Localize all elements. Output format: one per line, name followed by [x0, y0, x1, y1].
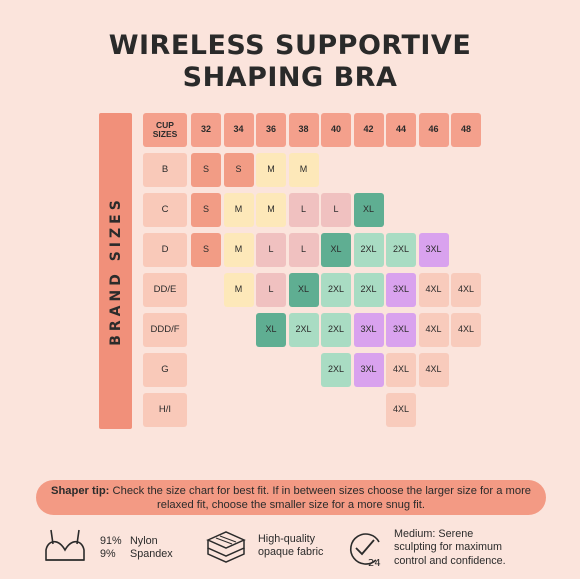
- size-cell: XL: [288, 273, 319, 307]
- feature-support: 24 Medium: Serene sculpting for maximum …: [346, 528, 506, 568]
- shaper-tip-label: Shaper tip:: [50, 484, 110, 497]
- size-cell: 2XL: [353, 273, 384, 307]
- band-size-header: 32: [191, 113, 221, 147]
- fabric-pct-2: 9%: [100, 548, 116, 560]
- cup-size-label: D: [143, 233, 187, 267]
- size-cell: 4XL: [386, 393, 416, 427]
- size-cell: 2XL: [321, 353, 351, 387]
- size-cell: 3XL: [353, 313, 384, 347]
- fabric-pct-1: 91%: [100, 534, 122, 547]
- size-cell: M: [256, 193, 286, 227]
- brand-sizes-bar: BRAND SIZES: [99, 113, 132, 429]
- size-cell: 2XL: [321, 313, 351, 347]
- band-size-header: 44: [386, 113, 416, 147]
- support-line-2: sculpting for maximum: [394, 541, 503, 554]
- page-title-line2: SHAPING BRA: [182, 62, 398, 93]
- support-line-3: control and confidence.: [394, 554, 506, 567]
- size-cell: 4XL: [451, 273, 481, 307]
- size-cell: 4XL: [451, 313, 481, 347]
- size-cell: 2XL: [353, 233, 384, 267]
- size-cell: 3XL: [353, 353, 384, 387]
- quality-line-2: opaque fabric: [258, 546, 324, 558]
- size-cell: L: [256, 233, 286, 267]
- size-cell: XL: [321, 233, 351, 267]
- size-cell: M: [223, 273, 254, 307]
- size-cell: 2XL: [288, 313, 319, 347]
- size-cell: 3XL: [386, 273, 416, 307]
- size-cell: M: [223, 193, 254, 227]
- cup-size-label: B: [143, 153, 187, 187]
- size-cell: S: [191, 233, 221, 267]
- band-size-header: 34: [223, 113, 254, 147]
- size-cell: 4XL: [386, 353, 416, 387]
- size-cell: 3XL: [418, 233, 449, 267]
- size-cell: M: [223, 233, 254, 267]
- cup-size-label: H/I: [143, 393, 187, 427]
- size-cell: L: [288, 193, 319, 227]
- band-size-header: 46: [418, 113, 449, 147]
- cup-size-label: DDD/F: [143, 313, 187, 347]
- brand-sizes-label: BRAND SIZES: [107, 196, 124, 346]
- page-title-line1: WIRELESS SUPPORTIVE: [108, 30, 472, 61]
- size-cell: 3XL: [386, 313, 416, 347]
- fabric-material-1: Nylon: [130, 534, 158, 547]
- band-size-header: 48: [451, 113, 481, 147]
- support-line-1: Medium: Serene: [394, 528, 474, 540]
- cup-size-label: G: [143, 353, 187, 387]
- band-size-header: 40: [321, 113, 351, 147]
- size-cell: 2XL: [321, 273, 351, 307]
- size-cell: 4XL: [418, 273, 449, 307]
- band-size-header: 42: [353, 113, 384, 147]
- cup-size-label: C: [143, 193, 187, 227]
- size-cell: L: [288, 233, 319, 267]
- band-size-header: 36: [256, 113, 286, 147]
- size-cell: S: [191, 153, 221, 187]
- size-cell: L: [321, 193, 351, 227]
- cup-size-label: DD/E: [143, 273, 187, 307]
- 24-hour-check-icon: 24: [349, 533, 381, 568]
- cup-sizes-header: CUP SIZES: [143, 113, 187, 147]
- size-cell: M: [288, 153, 319, 187]
- size-cell: XL: [353, 193, 384, 227]
- size-cell: 4XL: [418, 353, 449, 387]
- size-cell: M: [256, 153, 286, 187]
- bra-icon: [45, 529, 85, 561]
- size-cell: S: [191, 193, 221, 227]
- size-cell: S: [223, 153, 254, 187]
- size-cell: L: [256, 273, 286, 307]
- size-cell: 2XL: [386, 233, 416, 267]
- shaper-tip-banner: Shaper tip: Check the size chart for bes…: [36, 480, 546, 515]
- shaper-tip-text: Check the size chart for best fit. If in…: [112, 484, 532, 511]
- size-cell: XL: [256, 313, 286, 347]
- fabric-layers-icon: [206, 531, 246, 563]
- fabric-material-2: Spandex: [130, 548, 173, 560]
- quality-line-1: High-quality: [258, 532, 316, 545]
- feature-quality: High-quality opaque fabric: [204, 528, 323, 564]
- svg-text:24: 24: [368, 558, 381, 568]
- feature-fabric: 91% Nylon 9% Spandex: [42, 528, 173, 568]
- band-size-header: 38: [288, 113, 319, 147]
- size-cell: 4XL: [418, 313, 449, 347]
